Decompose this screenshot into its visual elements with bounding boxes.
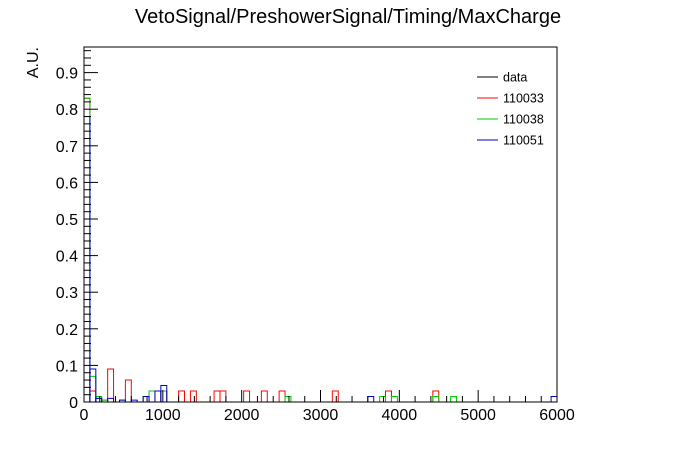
histogram-bin	[160, 385, 168, 402]
y-tick-label: 0.1	[56, 358, 78, 375]
legend-entry: 110033	[477, 92, 544, 106]
y-tick-label: 0.2	[56, 322, 78, 339]
histogram-bin	[367, 396, 375, 402]
histogram-bin	[219, 390, 227, 402]
y-tick-label: 0.5	[56, 212, 78, 229]
histogram-bin	[213, 390, 221, 402]
x-tick-label: 5000	[460, 407, 496, 424]
legend-entry: 110051	[477, 134, 544, 148]
x-tick-label: 6000	[539, 407, 575, 424]
histogram-bin	[189, 390, 197, 402]
histogram-bin	[160, 390, 168, 402]
chart-title: VetoSignal/PreshowerSignal/Timing/MaxCha…	[135, 6, 561, 28]
x-tick-label: 4000	[382, 407, 418, 424]
histogram-bin	[243, 390, 251, 402]
histogram-bin	[124, 379, 132, 402]
series-110051	[83, 116, 558, 402]
histogram-bin	[148, 390, 156, 402]
x-tick-label: 0	[80, 407, 89, 424]
y-tick-label: 0.8	[56, 102, 78, 119]
y-axis-label: A.U.	[25, 47, 42, 78]
histogram-bin	[385, 390, 392, 402]
histogram-bin	[450, 396, 457, 402]
histogram-bin	[284, 396, 292, 402]
histogram-bin	[390, 396, 398, 402]
x-tick-label: 2000	[224, 407, 260, 424]
histogram-bin	[83, 97, 91, 402]
bars-layer	[83, 97, 558, 402]
legend: data 110033 110038 110051	[477, 71, 544, 148]
y-tick-label: 0.9	[56, 66, 78, 83]
histogram-bin	[331, 390, 339, 402]
histogram-bin	[142, 396, 150, 402]
legend-entry: data	[477, 71, 527, 85]
axes-layer: 0 1000 2000 3000 4000 5000 6000 0 0.1 0.2 0.3 0.4 0.…	[56, 50, 575, 424]
histogram-bin	[260, 390, 268, 402]
y-tick-label: 0.3	[56, 285, 78, 302]
histogram-bin	[89, 368, 97, 402]
histogram-bin	[278, 390, 286, 402]
x-tick-label: 3000	[303, 407, 339, 424]
y-tick-label: 0.7	[56, 139, 78, 156]
legend-label: 110051	[503, 134, 544, 148]
legend-label: data	[503, 71, 527, 85]
histogram-bin	[107, 368, 115, 402]
legend-label: 110038	[503, 113, 544, 127]
histogram-bin	[432, 396, 440, 402]
histogram-bin	[83, 97, 91, 402]
histogram-bin	[95, 397, 103, 402]
histogram-bin	[83, 116, 91, 402]
histogram-bin	[154, 390, 162, 402]
histogram-bin	[118, 399, 126, 402]
histogram-bin	[89, 390, 97, 402]
histogram-bin	[107, 397, 115, 402]
series-110033	[83, 97, 440, 402]
legend-entry: 110038	[477, 113, 544, 127]
histogram-bin	[160, 390, 168, 402]
y-tick-label: 0	[69, 395, 78, 412]
histogram-bin	[379, 396, 387, 402]
plot-frame	[83, 46, 558, 403]
histogram-bin	[178, 390, 186, 402]
histogram-bin	[142, 396, 150, 402]
x-tick-label: 1000	[145, 407, 181, 424]
histogram-bin	[95, 396, 103, 402]
y-tick-label: 0.4	[56, 249, 78, 266]
series-110038	[83, 97, 457, 402]
histogram-bin	[550, 396, 558, 402]
histogram-bin	[142, 396, 150, 402]
legend-label: 110033	[503, 92, 544, 106]
histogram-bin	[95, 397, 103, 402]
y-tick-label: 0.6	[56, 175, 78, 192]
